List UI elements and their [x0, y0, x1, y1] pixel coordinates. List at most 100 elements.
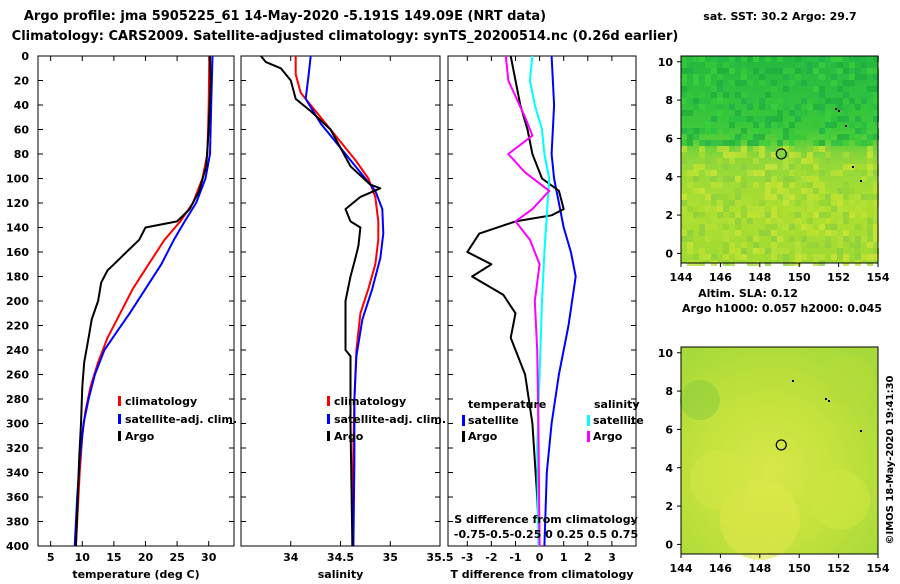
depth-tick-label: 0	[21, 50, 29, 63]
sla-map-title-line1: Altim. SLA: 0.12	[698, 287, 798, 300]
sla-map-texture	[680, 355, 875, 560]
map-x-tick-label: 150	[788, 562, 811, 575]
depth-tick-label: 160	[6, 246, 29, 259]
legend-title-temperature: temperature	[468, 398, 546, 411]
legend-swatch	[327, 431, 330, 441]
sst-map-frame	[680, 55, 879, 264]
legend-swatch	[118, 414, 121, 424]
x-tick-label: -1	[509, 551, 521, 564]
series-line-argo	[260, 55, 382, 547]
map-x-tick-label: 152	[827, 562, 850, 575]
depth-tick-label: 400	[6, 540, 29, 553]
legend-swatch	[327, 396, 330, 406]
imos-watermark: ©IMOS 18-May-2020 19:41:30	[885, 375, 896, 544]
map-x-tick-label: 148	[748, 562, 771, 575]
x-tick-label: 20	[138, 551, 154, 564]
map-y-tick-label: 10	[658, 56, 674, 69]
legend-label: climatology	[125, 395, 197, 408]
depth-tick-label: 380	[6, 516, 29, 529]
map-y-tick-label: 6	[665, 423, 673, 436]
legend-title-salinity: salinity	[594, 398, 640, 411]
legend-label: satellite-adj. clim.	[334, 413, 446, 426]
depth-tick-label: 300	[6, 418, 29, 431]
x-tick-label: 1	[560, 551, 568, 564]
legend-label: Argo	[593, 430, 623, 443]
x-axis-label: T difference from climatology	[450, 568, 633, 580]
legend-label: Argo	[125, 430, 155, 443]
sst-map-title: sat. SST: 30.2 Argo: 29.7	[703, 10, 856, 23]
depth-tick-label: 180	[6, 271, 29, 284]
depth-tick-label: 100	[6, 173, 29, 186]
map-x-tick-label: 146	[709, 271, 732, 284]
x-tick-labels-top: -0.75-0.5-0.25 0 0.25 0.5 0.75	[454, 528, 638, 541]
depth-tick-label: 240	[6, 344, 29, 357]
map-x-tick-label: 144	[670, 271, 693, 284]
sst-map-texture	[681, 56, 879, 266]
map-y-tick-label: 10	[658, 347, 674, 360]
legend-label: climatology	[334, 395, 406, 408]
legend-swatch	[118, 431, 121, 441]
legend-label: Argo	[334, 430, 364, 443]
series-line-s-satellite	[528, 55, 551, 547]
series-line-s-argo	[504, 55, 551, 547]
map-y-tick-label: 4	[665, 171, 673, 184]
map-x-tick-label: 144	[670, 562, 693, 575]
sla-map-title-line2: Argo h1000: 0.057 h2000: 0.045	[682, 302, 882, 315]
x-tick-label: 2	[584, 551, 592, 564]
depth-axis: 0 20 40 60 80 100 120 140 160 180 200 220 240 260 280 3…	[6, 50, 29, 553]
x-tick-label: -2	[485, 551, 497, 564]
legend-label: Argo	[468, 430, 498, 443]
map-y-tick-label: 8	[665, 385, 673, 398]
legend-swatch	[587, 415, 590, 426]
depth-tick-label: 220	[6, 320, 29, 333]
map-x-tick-label: 154	[867, 271, 890, 284]
argo-float-marker	[775, 439, 787, 451]
depth-tick-label: 120	[6, 197, 29, 210]
map-y-tick-label: 0	[665, 247, 673, 260]
x-tick-label: 10	[75, 551, 91, 564]
figure-title-line1: Argo profile: jma 5905225_61 14-May-2020…	[24, 9, 546, 24]
map-y-tick-label: 6	[665, 132, 673, 145]
map-x-tick-label: 154	[867, 562, 890, 575]
series-line-satellite-adj-clim-	[304, 55, 385, 547]
map-x-tick-label: 152	[827, 271, 850, 284]
depth-tick-label: 140	[6, 222, 29, 235]
depth-tick-label: 60	[14, 124, 30, 137]
map-x-tick-label: 150	[788, 271, 811, 284]
series-line-argo	[74, 55, 212, 547]
legend-swatch	[327, 414, 330, 424]
depth-tick-label: 340	[6, 467, 29, 480]
map-y-tick-label: 0	[665, 538, 673, 551]
depth-tick-label: 80	[14, 148, 30, 161]
difference-panel: -3 -2 -1 0 1 2 3 T difference from climatology t…	[447, 55, 644, 581]
series-line-satellite-adj-clim-	[73, 55, 214, 547]
series-line-t-satellite	[543, 55, 577, 547]
x-axis-label: temperature (deg C)	[72, 568, 199, 580]
x-axis-label-top: S difference from climatology	[454, 513, 638, 526]
plot-frame	[37, 55, 235, 547]
sst-map-axes: 144 146 148 150 152 154 0 2 4 6 8 10	[658, 56, 890, 284]
depth-tick-label: 200	[6, 295, 29, 308]
x-tick-label: 35.5	[426, 551, 453, 564]
legend-label: satellite-adj. clim.	[125, 413, 237, 426]
x-tick-label: 34	[283, 551, 299, 564]
plot-frame	[240, 55, 441, 547]
x-tick-label: 3	[608, 551, 616, 564]
depth-tick-label: 260	[6, 369, 29, 382]
x-tick-label: 0	[536, 551, 544, 564]
x-tick-label: 5	[47, 551, 55, 564]
x-tick-label: 25	[169, 551, 184, 564]
x-axis-label: salinity	[318, 568, 364, 580]
depth-tick-label: 20	[14, 75, 30, 88]
legend-swatch	[118, 396, 121, 406]
depth-tick-label: 280	[6, 393, 29, 406]
map-x-tick-label: 146	[709, 562, 732, 575]
x-tick-label: 30	[201, 551, 217, 564]
figure-title-line2: Climatology: CARS2009. Satellite-adjuste…	[12, 29, 679, 44]
map-y-tick-label: 4	[665, 462, 673, 475]
legend-swatch	[462, 431, 465, 442]
depth-tick-label: 360	[6, 491, 29, 504]
map-y-tick-label: 2	[665, 500, 673, 513]
